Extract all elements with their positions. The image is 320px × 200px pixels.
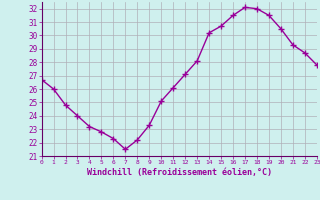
X-axis label: Windchill (Refroidissement éolien,°C): Windchill (Refroidissement éolien,°C): [87, 168, 272, 177]
